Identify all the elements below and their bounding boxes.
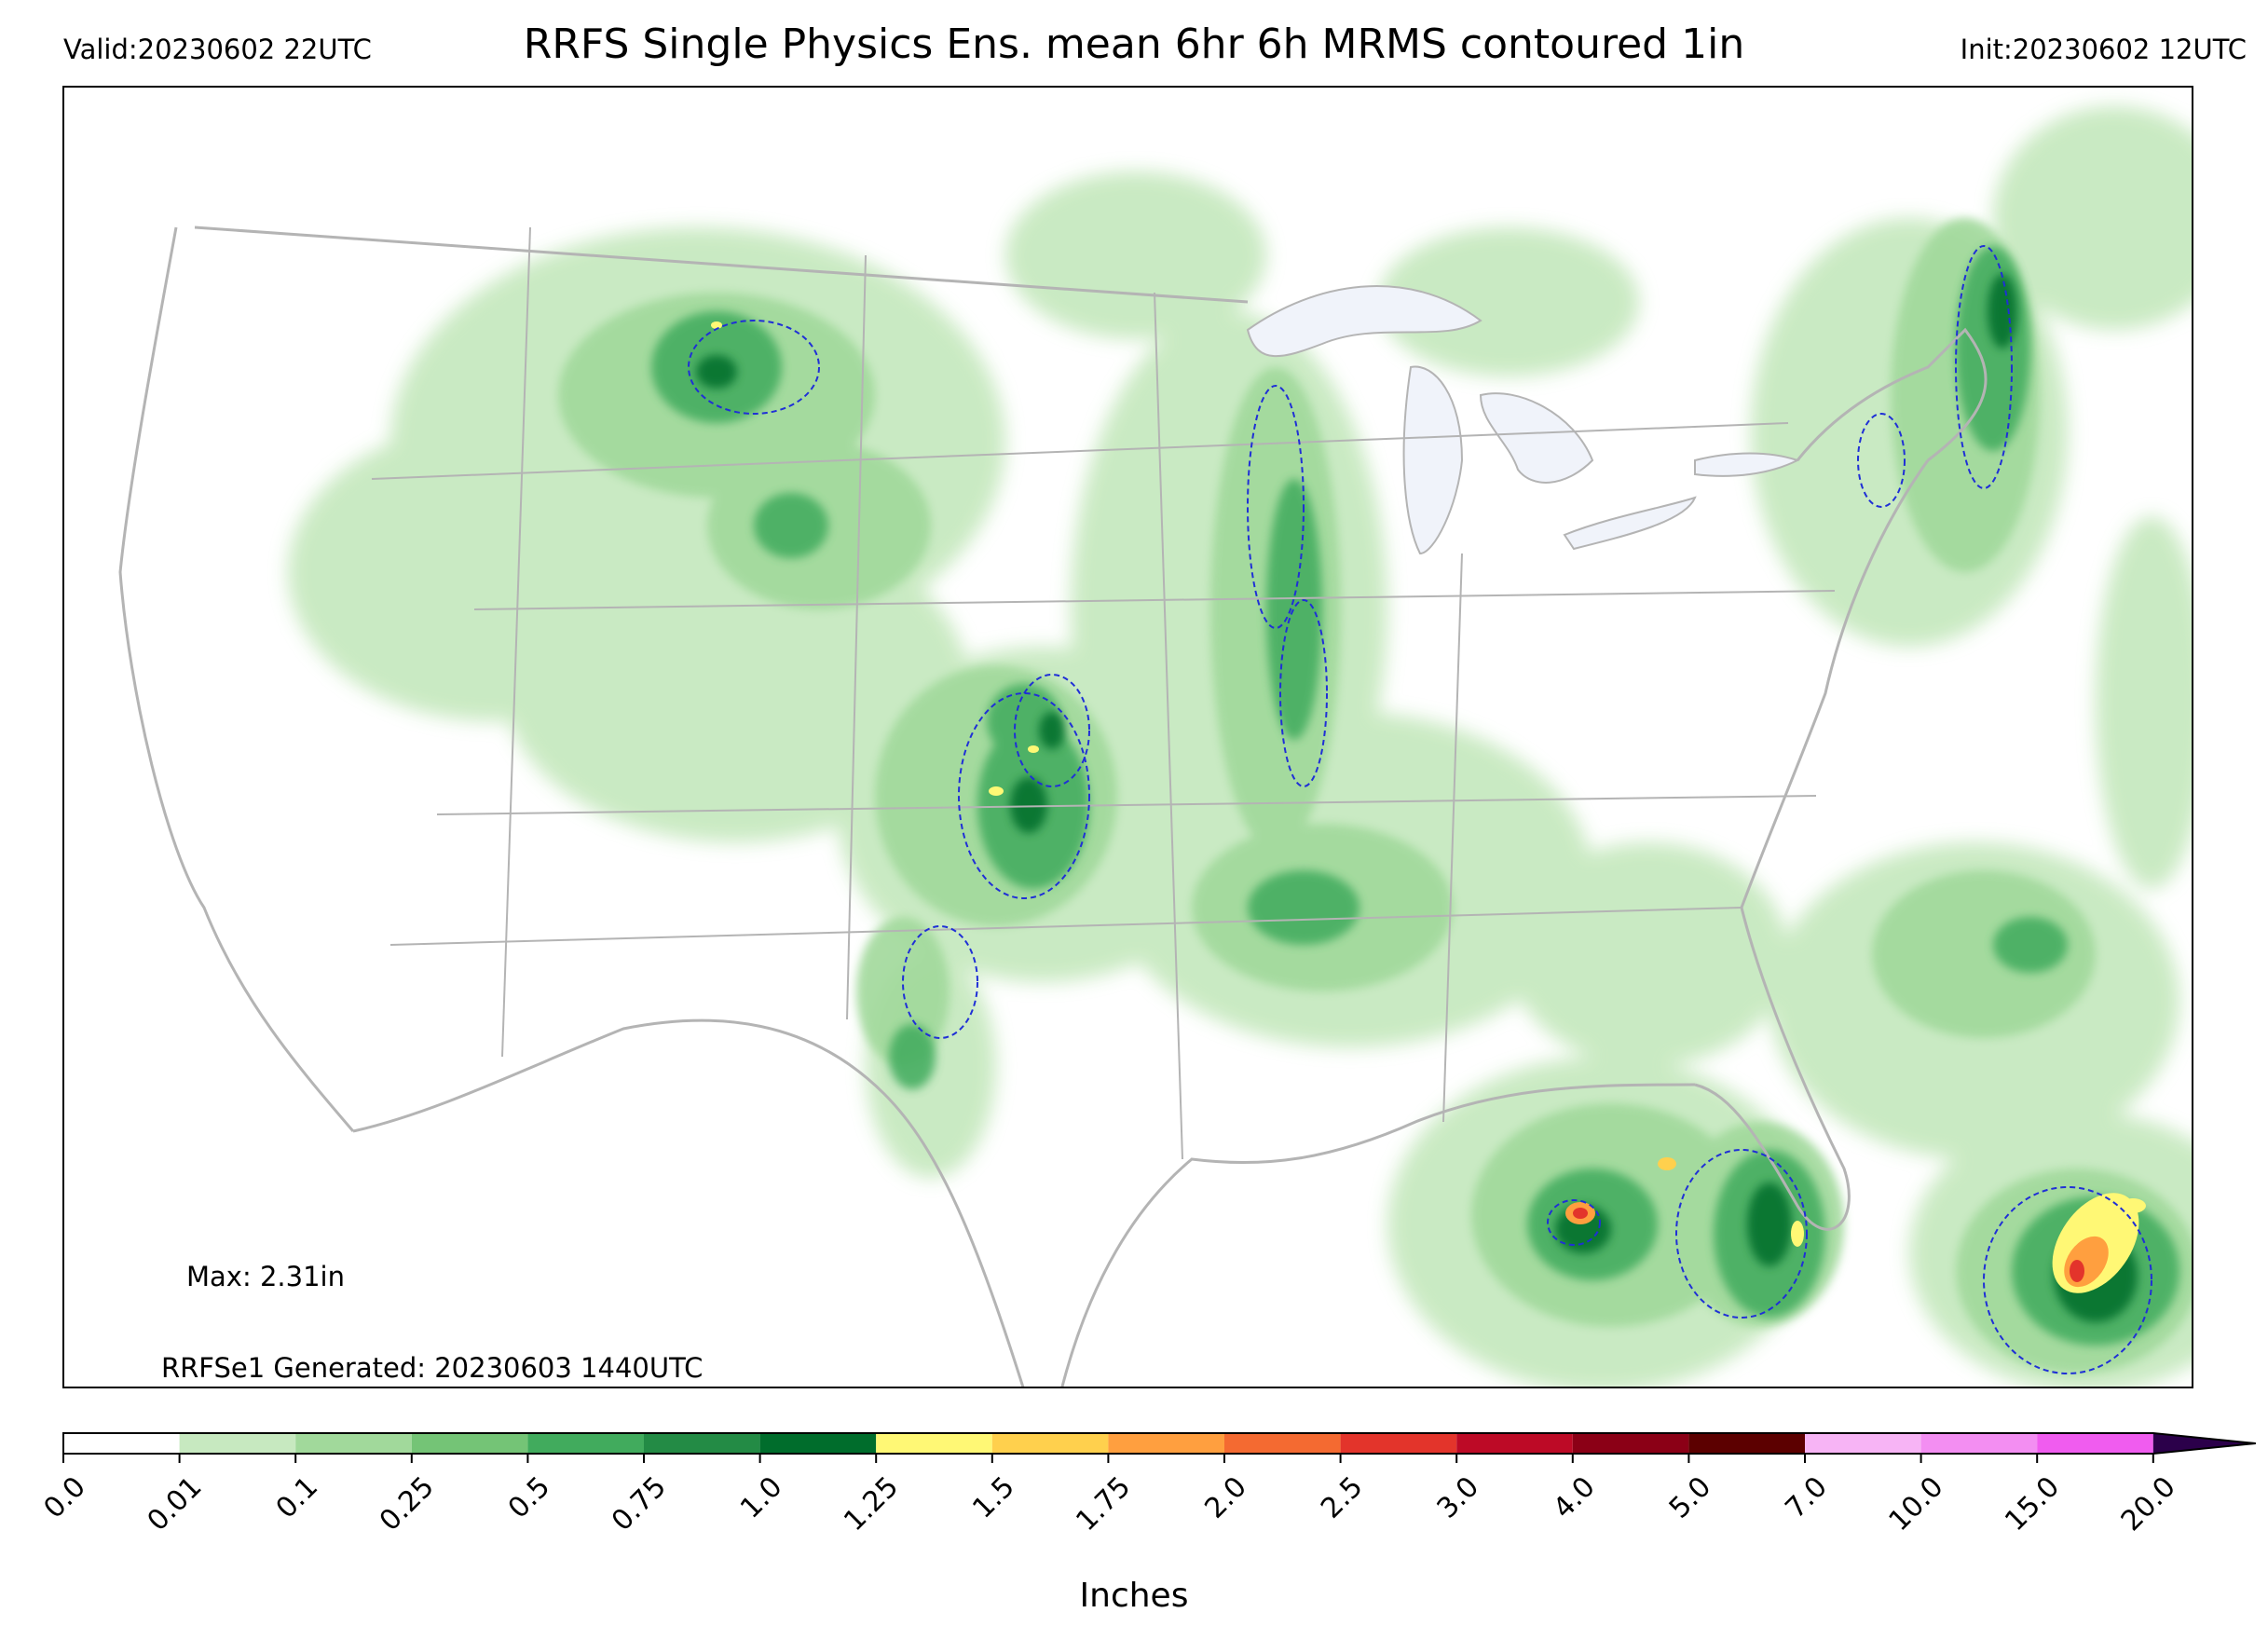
canada-border [194, 226, 1249, 304]
colorbar-box [1340, 1433, 1457, 1454]
colorbar-tick-label: 2.0 [1198, 1470, 1252, 1524]
init-time-label: Init:20230602 12UTC [1960, 34, 2247, 65]
colorbar-tick-label: 1.0 [734, 1470, 788, 1524]
precip-core [711, 321, 2146, 1293]
generated-label: RRFSe1 Generated: 20230603 1440UTC [161, 1352, 704, 1384]
east-coast [1740, 459, 1930, 909]
mexico-border [352, 1018, 1025, 1387]
colorbar-box [179, 1433, 296, 1454]
northeast-coast [1796, 327, 1988, 462]
colorbar-label: Inches [1079, 1577, 1189, 1615]
colorbar-tick-label: 7.0 [1779, 1470, 1833, 1524]
colorbar-outline [62, 1432, 2256, 1455]
lake-michigan [1402, 365, 1464, 555]
colorbar-ticks: 0.0 0.01 0.1 0.25 0.5 0.75 1.0 1.25 1.5 1.75 2.0 2.… [37, 1454, 2182, 1538]
colorbar-tick-label: 5.0 [1663, 1470, 1717, 1524]
colorbar-box [1456, 1433, 1573, 1454]
colorbar-box [1920, 1433, 2038, 1454]
colorbar-tick-label: 15.0 [1999, 1470, 2066, 1538]
colorbar-tick-label: 1.25 [838, 1470, 905, 1538]
map-panel: Max: 2.31in RRFSe1 Generated: 20230603 1… [62, 86, 2193, 1388]
colorbar-tick-label: 4.0 [1547, 1470, 1601, 1524]
colorbar-tick-label: 0.25 [374, 1470, 441, 1538]
state-line-2 [473, 590, 1836, 610]
state-line-4 [389, 907, 1742, 946]
colorbar-box [527, 1433, 644, 1454]
colorbar-box [1688, 1433, 1805, 1454]
valid-time-label: Valid:20230602 22UTC [63, 34, 372, 65]
colorbar-box [644, 1433, 760, 1454]
colorbar-boxes [62, 1432, 2256, 1455]
max-value-label: Max: 2.31in [186, 1261, 345, 1292]
florida [1694, 907, 1851, 1231]
mrms-1in-contours [688, 245, 2152, 1374]
colorbar-tick-label: 1.5 [966, 1470, 1020, 1524]
map-borders [118, 226, 1988, 1387]
colorbar-tick-label: 2.5 [1315, 1470, 1369, 1524]
colorbar-tick-label: 3.0 [1431, 1470, 1485, 1524]
colorbar-extend-arrow [2152, 1433, 2256, 1454]
colorbar-tick-label: 0.0 [37, 1470, 91, 1524]
colorbar-tick-label: 0.75 [606, 1470, 673, 1538]
colorbar-box [295, 1433, 412, 1454]
lake-erie [1563, 496, 1697, 551]
state-line-8 [1442, 553, 1463, 1123]
great-lakes [1246, 285, 1800, 555]
lake-superior [1246, 285, 1482, 358]
gulf-coast [1060, 1083, 1696, 1387]
colorbar-box [2037, 1433, 2153, 1454]
colorbar-tick-label: 20.0 [2115, 1470, 2182, 1538]
map-canvas [118, 106, 2192, 1387]
map-title: RRFS Single Physics Ens. mean 6hr 6h MRM… [523, 20, 1745, 68]
colorbar-tick-label: 0.5 [502, 1470, 556, 1524]
west-coast [118, 226, 355, 1132]
state-line-5 [501, 226, 531, 1058]
state-line-7 [1154, 292, 1183, 1160]
state-line-1 [371, 422, 1789, 480]
lake-huron [1479, 392, 1594, 484]
colorbar-tick-label: 0.01 [142, 1470, 209, 1538]
colorbar-box [1224, 1433, 1341, 1454]
colorbar-tick-label: 10.0 [1883, 1470, 1950, 1538]
colorbar-box [759, 1433, 877, 1454]
colorbar-box [1108, 1433, 1224, 1454]
state-line-6 [846, 254, 867, 1020]
colorbar-box [1572, 1433, 1689, 1454]
colorbar-box [411, 1433, 528, 1454]
lake-ontario [1694, 452, 1800, 477]
colorbar-tick-label: 1.75 [1070, 1470, 1137, 1538]
state-line-3 [436, 795, 1817, 815]
colorbar-box [876, 1433, 992, 1454]
colorbar-box [991, 1433, 1109, 1454]
colorbar-tick-label: 0.1 [270, 1470, 324, 1524]
colorbar-box [1805, 1433, 1921, 1454]
colorbar-box [63, 1433, 180, 1454]
